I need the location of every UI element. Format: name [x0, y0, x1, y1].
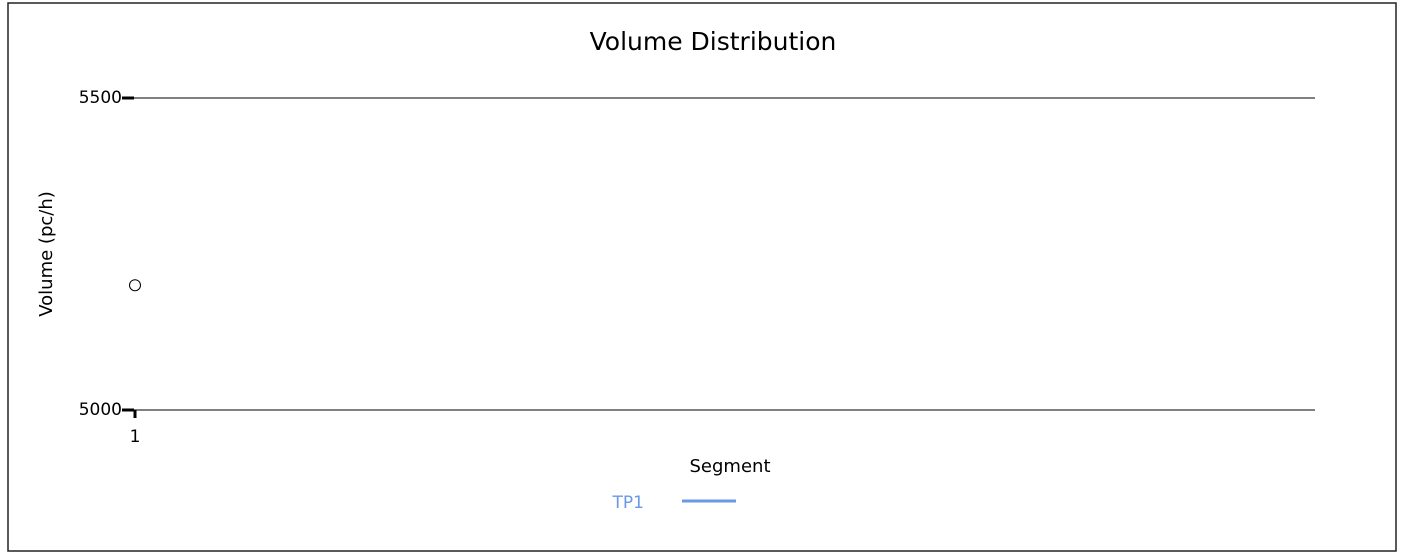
legend-label: TP1 [612, 493, 644, 513]
x-axis-label: Segment [690, 456, 771, 477]
y-tick-label: 5500 [79, 88, 122, 108]
chart-title: Volume Distribution [590, 27, 837, 56]
x-tick-label: 1 [130, 427, 141, 447]
y-axis-label: Volume (pc/h) [36, 191, 57, 317]
data-point [129, 279, 141, 292]
chart-frame [7, 2, 1397, 552]
y-tick-label: 5000 [79, 400, 122, 420]
